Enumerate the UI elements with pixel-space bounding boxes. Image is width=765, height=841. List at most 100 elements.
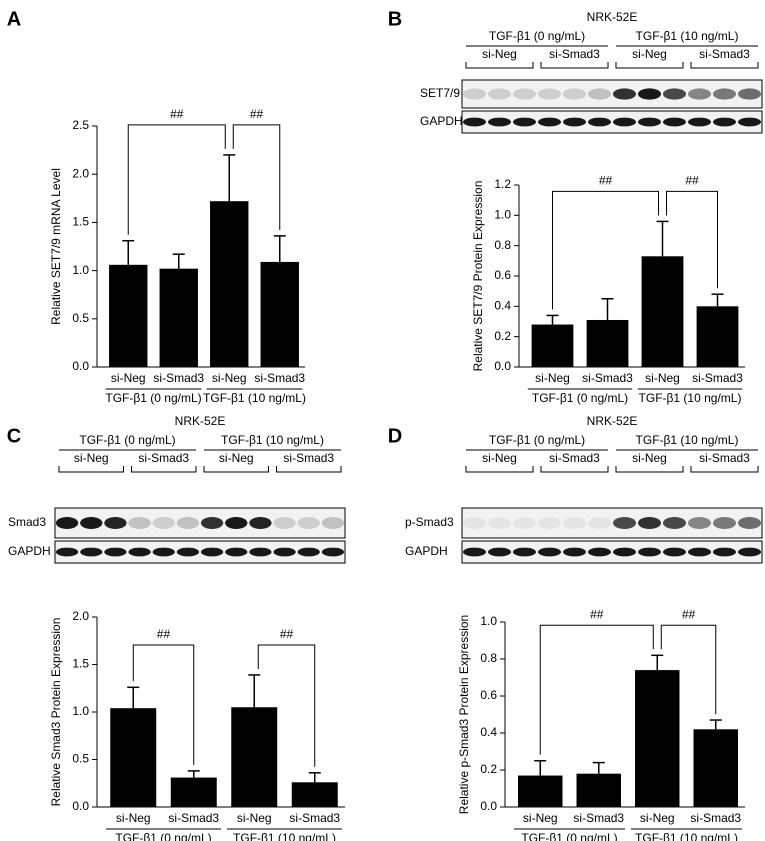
y-tick-label: 2.5 [72, 118, 89, 132]
blot-band [637, 88, 662, 100]
blot-band [487, 547, 512, 557]
blot-band [712, 88, 737, 100]
blot-title: NRK-52E [175, 414, 226, 428]
blot-band [200, 517, 224, 529]
group-label: TGF-β1 (10 ng/mL) [639, 391, 742, 405]
blot-row-label: GAPDH [405, 544, 448, 558]
group-label: TGF-β1 (0 ng/mL) [115, 831, 211, 841]
blot-band [80, 547, 103, 557]
y-axis-label: Relative SET7/9 mRNA Level [49, 168, 63, 325]
blot-strip [54, 540, 346, 564]
blot-band [562, 517, 587, 529]
blot-band [249, 547, 272, 557]
x-tick-label: si-Smad3 [690, 811, 741, 825]
bar [291, 782, 338, 807]
blot-band [687, 547, 712, 557]
blot-band [612, 88, 637, 100]
significance-bracket [666, 190, 718, 289]
y-tick-label: 2.0 [72, 166, 89, 180]
blot-band [737, 547, 762, 557]
blot-group-label: TGF-β1 (0 ng/mL) [79, 433, 175, 447]
blot-group-label: TGF-β1 (10 ng/mL) [221, 433, 324, 447]
significance-bracket [552, 190, 659, 310]
significance-label: ## [685, 174, 699, 188]
y-tick-label: 2.0 [72, 609, 89, 623]
x-tick-label: si-Neg [116, 811, 151, 825]
significance-label: ## [280, 627, 294, 641]
blot-band [537, 117, 562, 127]
bar [109, 264, 148, 367]
blot-group-label: TGF-β1 (0 ng/mL) [489, 29, 585, 43]
blot-lane-label: si-Smad3 [138, 451, 189, 465]
bar [159, 268, 198, 367]
blot-band [712, 117, 737, 127]
blot-row-label: GAPDH [8, 544, 51, 558]
blot-lane-label: si-Smad3 [283, 451, 334, 465]
y-axis-label: Relative SET7/9 Protein Expression [471, 181, 485, 372]
blot-lane-label: si-Smad3 [699, 47, 750, 61]
blot-lane-label: si-Neg [632, 451, 667, 465]
significance-bracket [539, 624, 654, 755]
y-tick-label: 0.5 [72, 311, 89, 325]
group-label: TGF-β1 (10 ng/mL) [233, 831, 336, 841]
blot-row-label: GAPDH [420, 114, 463, 128]
panel-letter: A [7, 8, 21, 30]
blot-band [612, 547, 637, 557]
x-tick-label: si-Smad3 [153, 371, 204, 385]
bar [110, 708, 157, 807]
blot-band [587, 517, 612, 529]
significance-label: ## [682, 607, 696, 621]
bar [518, 775, 563, 807]
blot-band [273, 547, 296, 557]
x-tick-label: si-Smad3 [692, 371, 743, 385]
significance-label: ## [157, 627, 171, 641]
blot-band [712, 517, 737, 529]
blot-strip [461, 110, 763, 134]
lane-bracket [615, 466, 684, 473]
blot-band [687, 88, 712, 100]
y-tick-label: 1.5 [72, 215, 89, 229]
y-tick-label: 0.4 [494, 299, 511, 313]
blot-band [712, 547, 737, 557]
lane-bracket [540, 62, 609, 69]
y-tick-label: 1.0 [72, 263, 89, 277]
lane-bracket [131, 466, 197, 473]
blot-band [200, 547, 224, 557]
bar [231, 707, 278, 807]
blot-band [176, 547, 200, 557]
y-tick-label: 1.5 [72, 657, 89, 671]
y-tick-label: 0.2 [480, 762, 497, 776]
bar [641, 256, 684, 367]
blot-band [737, 117, 762, 127]
blot-band [487, 117, 512, 127]
x-tick-label: si-Neg [535, 371, 570, 385]
lane-bracket [690, 62, 759, 69]
blot-strip [461, 79, 763, 109]
blot-band [587, 88, 612, 100]
significance-bracket [660, 624, 717, 715]
blot-band [462, 547, 487, 557]
x-tick-label: si-Neg [237, 811, 272, 825]
blot-band [512, 547, 537, 557]
significance-bracket [257, 644, 316, 767]
blot-lane-label: si-Smad3 [549, 47, 600, 61]
blot-row-label: SET7/9 [420, 86, 460, 100]
blot-band [462, 88, 487, 100]
blot-band [55, 547, 79, 557]
blot-band [80, 517, 103, 529]
lane-bracket [203, 466, 269, 473]
bar [696, 306, 739, 367]
blot-band [737, 88, 762, 100]
blot-band [612, 117, 637, 127]
blot-band [587, 117, 612, 127]
x-tick-label: si-Smad3 [168, 811, 219, 825]
blot-lane-label: si-Smad3 [549, 451, 600, 465]
panel-letter: C [7, 425, 21, 447]
blot-band [662, 547, 687, 557]
blot-band [176, 517, 200, 529]
blot-band [128, 517, 151, 529]
blot-lane-label: si-Neg [74, 451, 109, 465]
blot-band [537, 547, 562, 557]
significance-bracket [127, 124, 226, 235]
